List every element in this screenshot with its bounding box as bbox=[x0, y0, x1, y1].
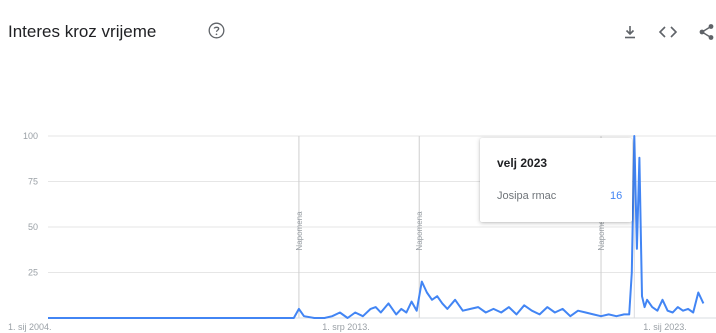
annotation-label: Napomena bbox=[597, 211, 606, 251]
interest-over-time-chart: 100 75 50 25 Napomena Napomena Napomena 1. sij … bbox=[0, 120, 716, 333]
tooltip-date: velj 2023 bbox=[497, 156, 548, 170]
chart-title: Interes kroz vrijeme bbox=[8, 22, 157, 41]
help-circle-icon[interactable] bbox=[208, 22, 225, 39]
embed-code-icon[interactable] bbox=[657, 22, 679, 42]
y-tick-label: 100 bbox=[23, 131, 38, 141]
series-line bbox=[48, 135, 705, 319]
x-tick-label: 1. sij 2023. bbox=[643, 322, 687, 332]
annotation-label: Napomena bbox=[415, 211, 424, 251]
x-tick-label: 1. srp 2013. bbox=[322, 322, 370, 332]
y-tick-label: 25 bbox=[28, 268, 38, 278]
chart-tooltip: velj 2023 Josipa rmac 16 bbox=[480, 138, 632, 222]
y-tick-label: 75 bbox=[28, 177, 38, 187]
line-chart: 100 75 50 25 Napomena Napomena Napomena 1. sij … bbox=[8, 131, 716, 332]
x-tick-label: 1. sij 2004. bbox=[8, 322, 52, 332]
tooltip-value: 16 bbox=[610, 190, 623, 202]
chart-header: Interes kroz vrijeme bbox=[0, 0, 716, 70]
share-icon[interactable] bbox=[698, 22, 716, 42]
tooltip-series-name: Josipa rmac bbox=[497, 190, 557, 202]
annotation-label: Napomena bbox=[295, 211, 304, 251]
y-tick-label: 50 bbox=[28, 222, 38, 232]
download-icon[interactable] bbox=[620, 22, 640, 42]
